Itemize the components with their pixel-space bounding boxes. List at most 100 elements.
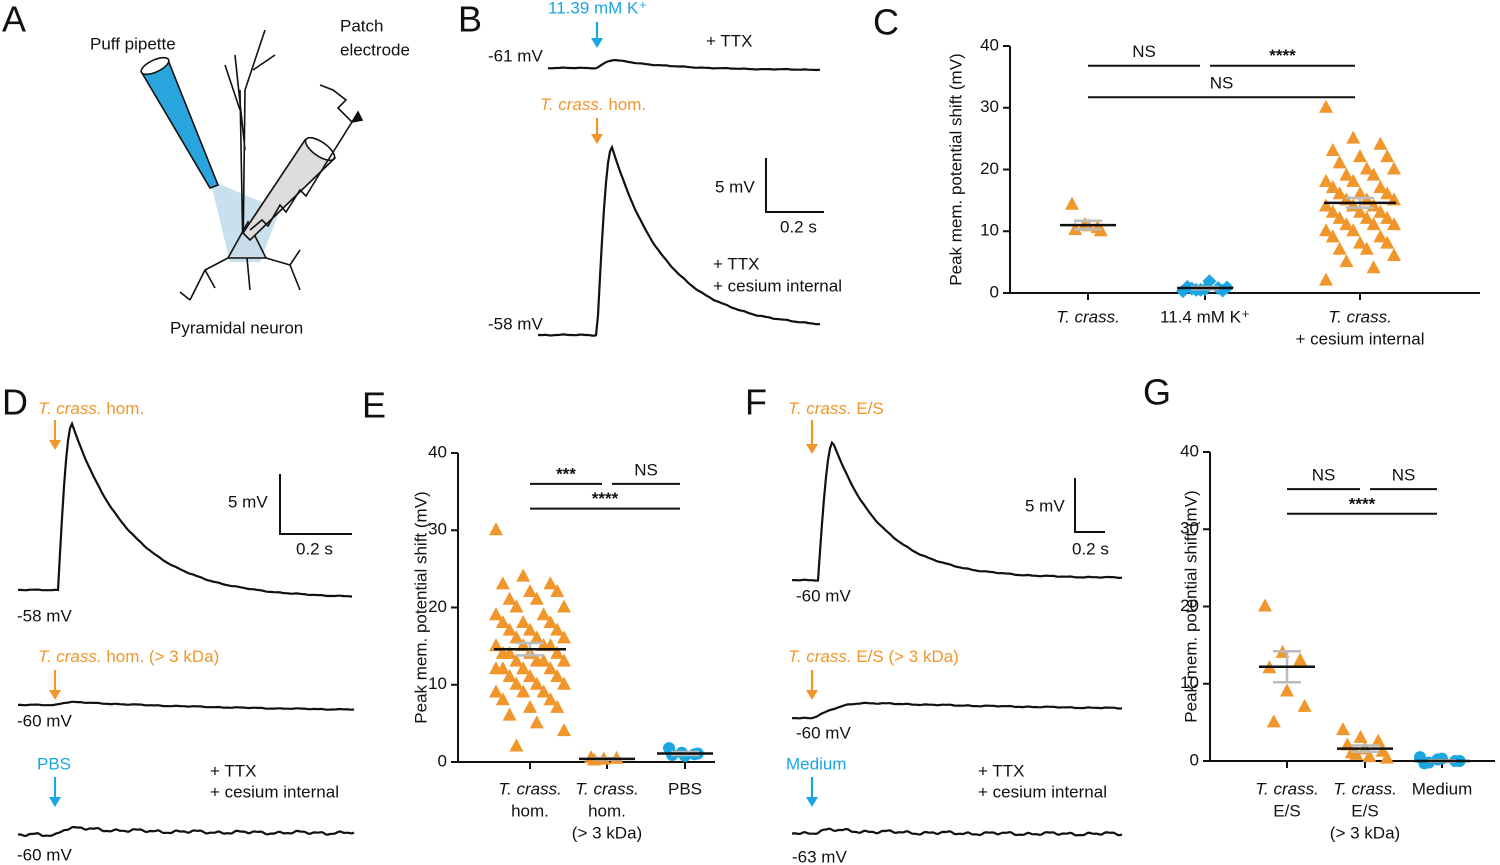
y-tick-label: 10 [1180, 673, 1199, 692]
data-point [495, 576, 510, 590]
y-tick-label: 0 [438, 751, 447, 770]
stimulus-name: T. crass. [38, 399, 102, 418]
data-point [1353, 186, 1367, 200]
y-tick-label: 10 [428, 674, 447, 693]
x-tick-label: (> 3 kDa) [572, 823, 642, 842]
data-point [1319, 223, 1333, 237]
data-point [1339, 217, 1354, 231]
data-point [1266, 714, 1281, 728]
arrow-head [591, 38, 603, 48]
arrow-head [806, 690, 818, 700]
arrow-head [591, 134, 603, 144]
data-point [502, 645, 517, 659]
data-point [1065, 196, 1079, 210]
scale-label: 0.2 s [780, 217, 817, 236]
y-tick-label: 30 [428, 520, 447, 539]
data-point [1373, 204, 1388, 218]
data-point [1319, 173, 1333, 187]
y-tick-label: 20 [1180, 596, 1199, 615]
condition-label: + TTX [713, 254, 759, 273]
data-point [550, 622, 565, 636]
data-point [529, 630, 544, 644]
data-point [1373, 229, 1388, 243]
data-point [1325, 204, 1340, 218]
stimulus-label: T. crass. hom. (> 3 kDa) [38, 647, 219, 666]
data-point [557, 723, 571, 737]
y-tick-label: 40 [428, 442, 447, 461]
stimulus-name: T. crass. [788, 399, 852, 418]
data-point [1332, 241, 1347, 255]
data-point [523, 622, 537, 636]
x-tick-label: hom. [511, 801, 549, 820]
data-point [495, 614, 510, 628]
data-point [1362, 749, 1377, 763]
voltage-trace [791, 440, 1123, 582]
scale-label: 5 mV [228, 492, 268, 511]
stimulus-name: T. crass. [38, 647, 102, 666]
stimulus-label: T. crass. E/S [788, 399, 884, 418]
significance-label: **** [1269, 46, 1296, 65]
data-point [1353, 235, 1367, 249]
voltage-trace [17, 700, 355, 711]
data-point [516, 638, 531, 652]
data-point [509, 653, 524, 667]
x-tick-label: T. crass. [575, 779, 639, 798]
data-point [509, 599, 524, 613]
condition-label: + cesium internal [210, 782, 339, 801]
condition-label: + TTX [978, 761, 1024, 780]
x-tick-label: E/S [1351, 801, 1378, 820]
panel-label: G [1143, 372, 1171, 413]
data-point [523, 699, 537, 713]
data-point [1366, 217, 1381, 231]
data-point [1373, 180, 1388, 194]
neuron-diagram [140, 29, 364, 301]
panel-label: D [2, 382, 28, 423]
data-point [1339, 254, 1354, 268]
scale-label: 0.2 s [296, 539, 333, 558]
data-point [1380, 235, 1395, 249]
scale-bar [279, 474, 352, 535]
scale-label: 5 mV [1025, 496, 1065, 515]
significance-label: NS [634, 460, 658, 479]
data-point [1353, 729, 1368, 743]
significance-label: NS [1132, 42, 1156, 61]
data-point [1280, 683, 1294, 697]
panel-label: A [2, 0, 26, 40]
stimulus-suffix: E/S (> 3 kDa) [852, 647, 959, 666]
significance-label: *** [556, 464, 576, 483]
voltage-trace [547, 59, 821, 72]
data-point [1339, 167, 1354, 181]
data-point [1349, 746, 1364, 760]
data-point [1359, 161, 1374, 175]
diagram-label: Puff pipette [90, 34, 176, 53]
data-point [557, 676, 571, 690]
data-point [557, 630, 571, 644]
voltage-label: -63 mV [792, 847, 847, 865]
data-point [1332, 210, 1347, 224]
voltage-label: -58 mV [17, 606, 72, 625]
data-point [509, 630, 524, 644]
data-point [1319, 198, 1333, 212]
data-point [502, 707, 517, 721]
x-tick-label: T. crass. [498, 779, 562, 798]
data-point [536, 607, 551, 621]
voltage-trace [17, 420, 353, 598]
data-point [495, 692, 510, 706]
y-tick-label: 0 [990, 282, 999, 301]
data-point [1359, 210, 1374, 224]
data-point [550, 699, 565, 713]
diagram-label: Pyramidal neuron [170, 318, 303, 337]
data-point [1258, 598, 1272, 612]
panel-label: F [745, 382, 767, 423]
x-tick-label: + cesium internal [1296, 329, 1425, 348]
stimulus-label: PBS [37, 754, 71, 773]
data-point [1325, 180, 1340, 194]
data-point [543, 576, 558, 590]
scale-label: 0.2 s [1072, 539, 1109, 558]
data-point [557, 653, 571, 667]
data-point [509, 676, 524, 690]
data-point [1366, 260, 1381, 274]
data-point [1380, 186, 1395, 200]
x-tick-label: T. crass. [1328, 307, 1392, 326]
